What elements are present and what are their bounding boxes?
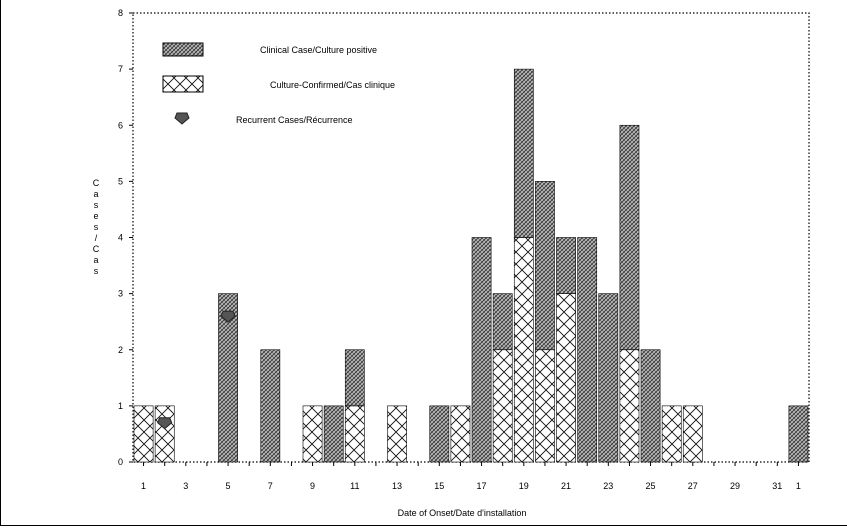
bar-clinical [472,238,491,463]
x-tick-label: 1 [796,481,801,491]
bar-clinical [557,238,576,294]
y-axis-title-char: s [94,200,99,210]
x-tick-label: 21 [561,481,571,491]
y-axis-title-char: a [93,255,98,265]
y-tick-label: 7 [118,64,123,74]
x-tick-label: 31 [772,481,782,491]
y-axis-title-char: a [93,189,98,199]
y-axis-title-char: s [94,266,99,276]
bar-confirmed [535,350,554,462]
bar-confirmed [451,406,470,462]
bar-clinical [514,69,533,237]
bar-clinical [578,238,597,463]
bar-confirmed [662,406,681,462]
bar-confirmed [620,350,639,462]
y-tick-label: 2 [118,345,123,355]
x-tick-label: 17 [477,481,487,491]
x-tick-label: 3 [183,481,188,491]
bar-clinical [430,406,449,462]
y-axis-title-char: C [93,178,100,188]
y-tick-label: 8 [118,8,123,18]
x-tick-label: 27 [688,481,698,491]
y-tick-label: 4 [118,233,123,243]
x-tick-label: 23 [603,481,613,491]
x-tick-label: 13 [392,481,402,491]
y-tick-label: 3 [118,289,123,299]
bar-clinical [620,125,639,350]
y-tick-label: 5 [118,176,123,186]
x-axis: 1 3 5 7 9 11 13 15 17 19 21 23 25 27 29 31 1 [141,462,801,491]
y-tick-label: 6 [118,120,123,130]
bar-clinical [261,350,280,462]
x-axis-title: Date of Onset/Date d'installation [398,508,527,518]
x-tick-label: 25 [646,481,656,491]
bar-confirmed [155,406,174,462]
bar-confirmed [345,406,364,462]
y-axis-title-char: C [93,244,100,254]
bar-confirmed [134,406,153,462]
x-tick-label: 15 [434,481,444,491]
y-axis-title-char: e [93,211,98,221]
legend-label-recurrent: Recurrent Cases/Récurrence [236,115,353,125]
y-axis-title-char: s [94,222,99,232]
legend-label-clinical: Clinical Case/Culture positive [260,45,377,55]
bar-confirmed [514,238,533,463]
x-tick-label: 7 [268,481,273,491]
bar-clinical [599,294,618,462]
y-axis-title-char: / [95,233,98,243]
bars-group [134,69,808,462]
x-tick-label: 19 [519,481,529,491]
x-tick-label: 1 [141,481,146,491]
x-tick-label: 9 [310,481,315,491]
legend-swatch-clinical [163,43,203,56]
legend: Clinical Case/Culture positive Culture-C… [163,43,395,125]
x-tick-label: 11 [350,481,359,491]
bar-confirmed [303,406,322,462]
bar-clinical [535,181,554,349]
bar-clinical [641,350,660,462]
bar-clinical [324,406,343,462]
x-tick-label: 29 [730,481,740,491]
bar-confirmed [557,294,576,462]
recurrence-marker-icon [175,113,189,124]
x-tick-label: 5 [226,481,231,491]
y-tick-label: 1 [118,401,123,411]
bar-confirmed [493,350,512,462]
legend-label-confirmed: Culture-Confirmed/Cas clinique [270,80,395,90]
bar-clinical [493,294,512,350]
bar-confirmed [683,406,702,462]
bar-clinical [789,406,808,462]
legend-swatch-confirmed [163,76,203,92]
y-tick-label: 0 [118,457,123,467]
bar-confirmed [388,406,407,462]
y-axis: 0 1 2 3 4 5 6 7 8 [118,8,133,467]
bar-clinical [345,350,364,406]
